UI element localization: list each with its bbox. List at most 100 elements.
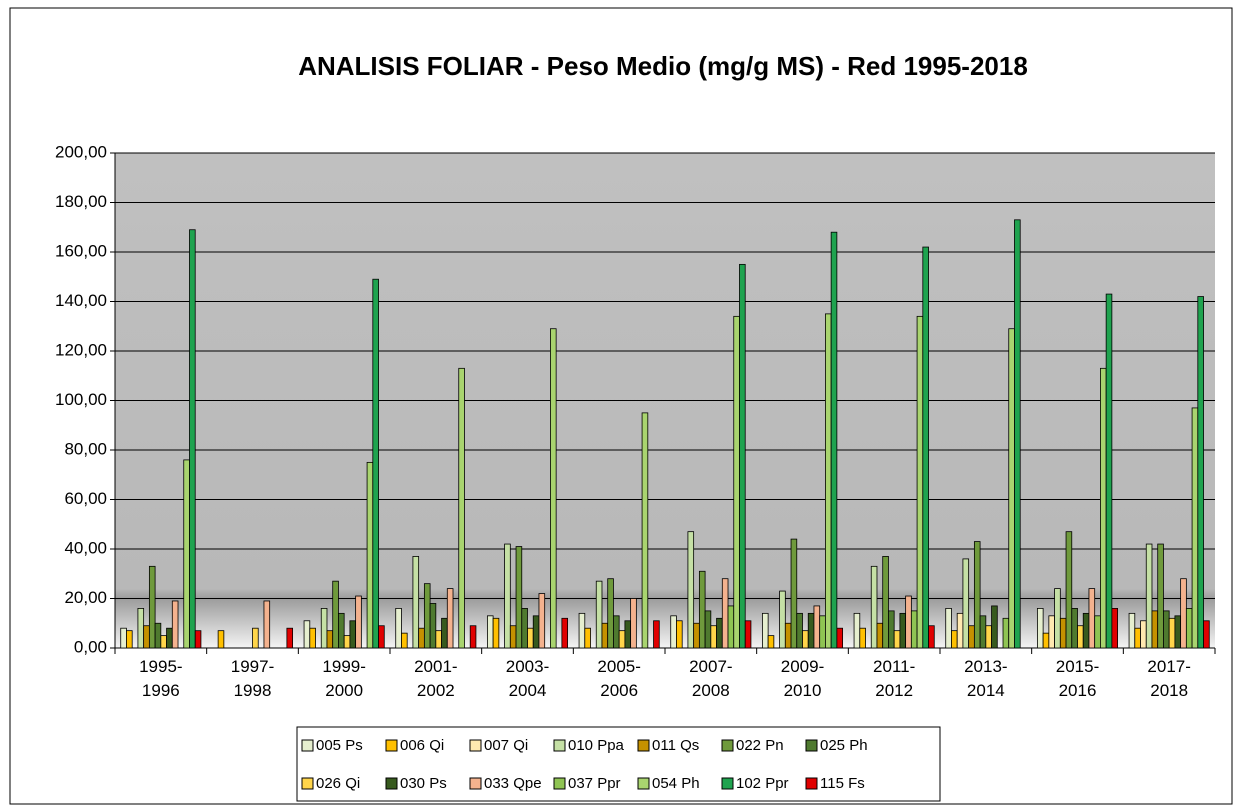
- x-tick-label: 2001-2002: [414, 657, 457, 700]
- bar: [309, 627, 316, 649]
- legend-swatch: [469, 739, 482, 752]
- bar: [601, 622, 609, 649]
- bar: [819, 615, 826, 649]
- bar: [521, 608, 528, 649]
- legend-label: 006 Qi: [400, 737, 444, 754]
- bar: [303, 620, 311, 649]
- bar: [143, 625, 150, 649]
- bar: [418, 627, 425, 649]
- bar: [991, 605, 998, 649]
- bar: [120, 627, 127, 649]
- bar: [441, 617, 448, 649]
- bar: [676, 620, 683, 649]
- legend-label: 037 Ppr: [568, 775, 621, 792]
- legend-label: 054 Ph: [652, 775, 700, 792]
- bar: [825, 313, 832, 649]
- bar: [784, 622, 792, 649]
- x-tick-label: 2009-2010: [781, 657, 824, 700]
- x-tick-label: 1995-1996: [139, 657, 182, 700]
- legend-label: 005 Ps: [316, 737, 363, 754]
- bar: [830, 231, 838, 649]
- y-tick-label: 120,00: [55, 340, 107, 359]
- bar: [698, 570, 706, 649]
- bar: [584, 627, 591, 649]
- bar: [148, 565, 156, 649]
- bar: [395, 608, 402, 649]
- legend-label: 022 Pn: [736, 737, 784, 754]
- legend-swatch: [301, 777, 314, 790]
- y-tick-label: 200,00: [55, 142, 107, 161]
- bar: [1054, 588, 1061, 649]
- bar: [429, 603, 437, 649]
- bar: [1174, 615, 1182, 649]
- bar: [613, 615, 620, 649]
- bar: [412, 556, 420, 649]
- bar: [1014, 219, 1021, 649]
- x-tick-label: 1999-2000: [322, 657, 365, 700]
- bar: [979, 615, 987, 649]
- bar: [704, 610, 712, 649]
- bar: [899, 612, 907, 649]
- bar: [1134, 627, 1141, 649]
- bar: [1191, 407, 1199, 649]
- bar: [956, 612, 964, 649]
- bar: [355, 595, 362, 649]
- bar: [1082, 612, 1090, 649]
- bar: [905, 595, 912, 649]
- legend-swatch: [553, 739, 566, 752]
- y-tick-label: 40,00: [64, 538, 107, 557]
- bar: [888, 610, 895, 649]
- bar: [670, 615, 677, 649]
- bar: [126, 630, 133, 649]
- bar: [1065, 531, 1073, 649]
- y-tick-label: 140,00: [55, 291, 107, 310]
- legend-box: [296, 726, 941, 802]
- bar: [882, 556, 889, 649]
- bar: [618, 630, 626, 649]
- bar: [1128, 612, 1136, 649]
- bar: [137, 608, 145, 649]
- bar: [532, 615, 540, 649]
- y-tick-label: 20,00: [64, 588, 107, 607]
- bar: [1094, 615, 1101, 649]
- bar: [968, 625, 975, 649]
- bar: [595, 580, 603, 649]
- bar: [183, 459, 190, 649]
- bar: [1071, 608, 1078, 649]
- bar: [813, 605, 821, 649]
- bar: [1002, 617, 1010, 649]
- bar: [761, 612, 769, 649]
- bar: [641, 412, 649, 649]
- bar: [687, 531, 695, 649]
- bar: [796, 612, 803, 649]
- legend-swatch: [385, 777, 398, 790]
- bar: [332, 580, 339, 649]
- y-tick-label: 0,00: [74, 637, 107, 656]
- bar: [1185, 608, 1193, 649]
- bar: [973, 541, 981, 649]
- bar: [893, 630, 901, 649]
- legend-swatch: [721, 777, 734, 790]
- bar: [853, 612, 861, 649]
- bar: [985, 625, 992, 649]
- bar: [338, 612, 345, 649]
- legend-label: 102 Ppr: [736, 775, 789, 792]
- bar: [1140, 620, 1147, 649]
- bar: [160, 635, 167, 649]
- bar: [189, 229, 196, 649]
- bar: [1059, 617, 1067, 649]
- bar: [716, 617, 723, 649]
- bar: [733, 315, 740, 649]
- chart-title: ANALISIS FOLIAR - Peso Medio (mg/g MS) -…: [298, 51, 1028, 81]
- bar: [1088, 588, 1096, 649]
- bar: [1008, 328, 1015, 649]
- bar: [790, 538, 798, 649]
- bar: [401, 632, 408, 649]
- legend-swatch: [553, 777, 566, 790]
- legend-swatch: [301, 739, 314, 752]
- legend-label: 011 Qs: [652, 737, 699, 754]
- x-tick-label: 2005-2006: [597, 657, 640, 700]
- x-tick-label: 2003-2004: [506, 657, 549, 700]
